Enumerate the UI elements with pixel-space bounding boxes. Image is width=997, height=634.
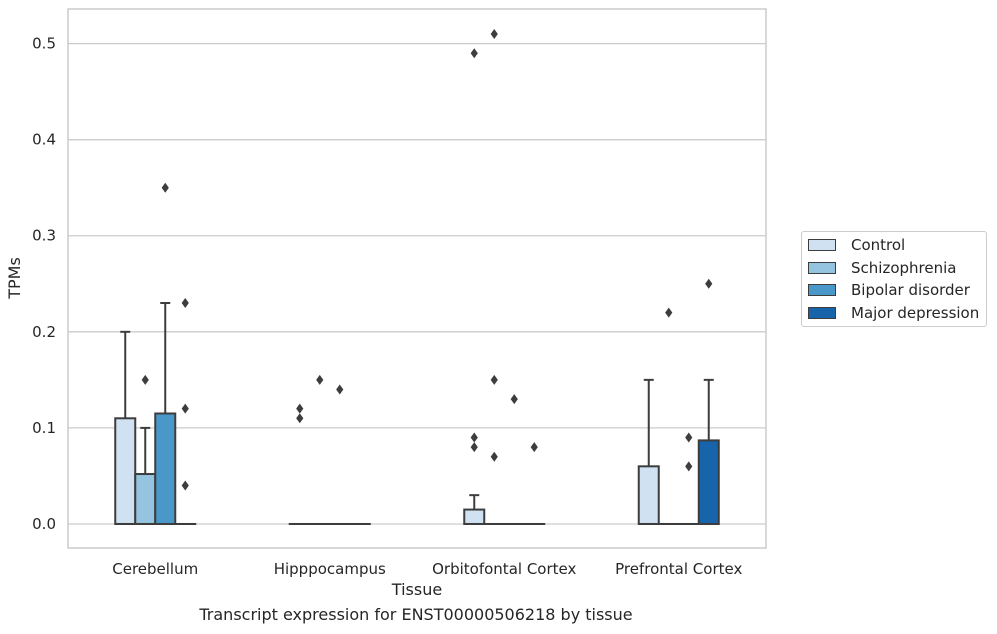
box-rect [114,417,137,525]
x-axis-label: Tissue [391,580,442,599]
y-axis-label: TPMs [5,257,24,300]
outlier-point [490,28,498,39]
y-tick-label: 0.0 [32,515,56,533]
y-tick-label: 0.2 [32,323,56,341]
plot-marks [114,28,720,525]
outlier-point [665,307,673,318]
y-tick-label: 0.5 [32,35,56,53]
legend-swatch [808,239,836,251]
legend-swatch [808,261,836,274]
legend-item: Schizophrenia [808,259,956,277]
box-3-3 [697,278,720,525]
legend-swatch [808,306,836,319]
outlier-point [181,403,189,414]
legend-swatch [808,284,836,296]
box-rect [463,508,486,525]
x-tick-label: Hipppocampus [274,560,386,578]
outlier-point [336,384,344,395]
legend-label: Schizophrenia [851,258,957,277]
y-tick-label: 0.4 [32,131,56,149]
box-2-1 [483,28,506,525]
outlier-point [296,413,304,424]
box-3-2 [677,432,700,525]
outlier-point [296,403,304,414]
box-3-1 [657,307,680,525]
outlier-point [685,432,693,443]
x-tick-label: Prefrontal Cortex [615,560,742,578]
outlier-point [490,451,498,462]
outlier-point [470,48,478,59]
outlier-point [530,442,538,453]
outlier-point [490,374,498,385]
outlier-point [181,298,189,308]
y-tick-label: 0.3 [32,227,56,245]
outlier-point [316,374,324,385]
chart-caption: Transcript expression for ENST0000050621… [199,605,633,624]
legend-item: Bipolar disorder [808,281,970,299]
legend-label: Bipolar disorder [851,281,970,299]
x-tick-label: Cerebellum [112,560,198,578]
box-0-1 [134,374,157,525]
outlier-point [705,278,713,289]
box-0-0 [114,330,137,525]
legend-item: Control [808,236,905,254]
box-rect [637,465,660,525]
legend: Control Schizophrenia Bipolar disorder Majo… [801,231,987,327]
y-tick-label: 0.1 [32,419,56,437]
box-rect [154,412,177,525]
box-0-2 [154,182,177,525]
legend-label: Major depression [851,303,980,322]
outlier-point [470,432,478,443]
legend-item: Major depression [808,304,979,322]
box-2-2 [503,394,526,525]
box-2-0 [463,48,486,525]
box-2-3 [523,442,546,525]
box-rect [697,439,720,525]
y-tick-labels: 0.0 0.1 0.2 0.3 0.4 0.5 [32,35,56,533]
outlier-point [510,394,518,405]
box-1-2 [328,384,351,525]
outlier-point [141,374,149,385]
box-3-0 [637,378,660,525]
x-tick-labels: Cerebellum Hipppocampus Orbitofontal Corte… [112,560,742,578]
box-1-1 [308,374,331,525]
outlier-point [181,480,189,491]
box-0-3 [174,298,197,525]
outlier-point [685,461,693,472]
x-tick-label: Orbitofontal Cortex [432,560,576,578]
box-rect [134,473,157,525]
outlier-point [470,442,478,453]
outlier-point [161,182,169,193]
box-1-0 [288,403,311,525]
plot-frame [67,8,767,549]
legend-label: Control [851,236,906,254]
